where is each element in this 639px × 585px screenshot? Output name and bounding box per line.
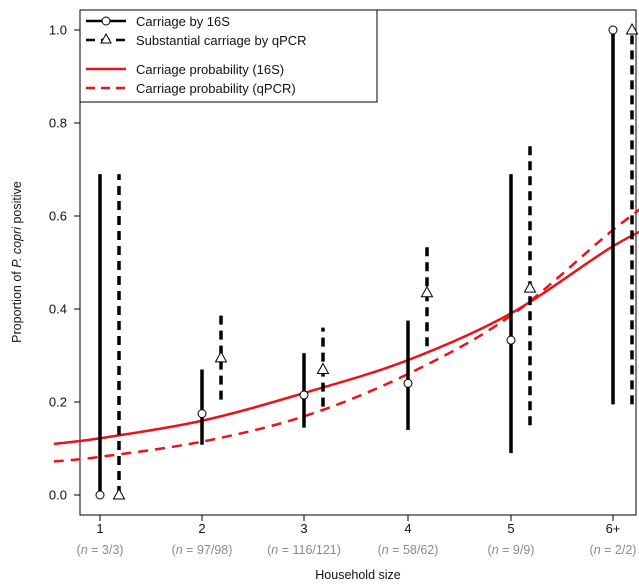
y-tick-label: 0.0 <box>49 488 67 503</box>
legend-entry-fit-16s: Carriage probability (16S) <box>86 62 284 77</box>
point-16s <box>197 409 207 419</box>
x-n-count: = 3/3) <box>88 543 124 557</box>
x-n-count: = 116/121) <box>278 543 341 557</box>
x-tick-label: 6+ <box>606 521 621 536</box>
point-qpcr <box>420 285 434 298</box>
x-n-symbol: n <box>382 543 389 557</box>
fit-curve-qpcr <box>53 208 639 463</box>
point-16s <box>506 335 516 345</box>
legend-triangle-marker <box>100 32 112 44</box>
legend-label-fit-16s: Carriage probability (16S) <box>136 62 284 77</box>
x-n-label: (n = 58/62) <box>378 543 439 557</box>
y-axis-title-prefix: Proportion of <box>10 268 24 343</box>
x-tick-label: 3 <box>300 521 307 536</box>
markers <box>95 22 639 500</box>
x-n-open: ( <box>488 543 493 557</box>
point-qpcr <box>625 22 639 35</box>
x-n-label: (n = 97/98) <box>172 543 233 557</box>
y-axis-title: Proportion of P. copri positive <box>10 181 24 343</box>
x-n-symbol: n <box>271 543 278 557</box>
x-axis-title: Household size <box>315 568 401 582</box>
fit-lines <box>53 208 639 463</box>
x-tick-label: 1 <box>96 521 103 536</box>
x-tick-label: 5 <box>507 521 514 536</box>
y-axis: 0.0 0.2 0.4 0.6 0.8 1.0 <box>49 23 80 503</box>
x-n-label: (n = 116/121) <box>267 543 341 557</box>
x-n-open: ( <box>77 543 82 557</box>
point-qpcr <box>316 362 330 374</box>
point-16s <box>299 390 309 400</box>
y-tick-label: 1.0 <box>49 23 67 38</box>
x-n-count: = 9/9) <box>499 543 535 557</box>
x-n-symbol: n <box>176 543 183 557</box>
point-qpcr <box>523 281 537 293</box>
y-tick-label: 0.6 <box>49 209 67 224</box>
x-tick-label: 2 <box>198 521 205 536</box>
legend-entry-16s: Carriage by 16S <box>86 14 230 29</box>
point-16s <box>403 378 413 388</box>
point-qpcr <box>214 350 228 363</box>
legend-entry-fit-qpcr: Carriage probability (qPCR) <box>86 81 296 96</box>
y-tick-label: 0.4 <box>49 302 67 317</box>
y-axis-title-species: P. copri <box>10 226 24 268</box>
x-n-symbol: n <box>81 543 88 557</box>
x-tick-label: 4 <box>404 521 411 536</box>
point-16s <box>608 25 618 35</box>
y-axis-title-suffix: positive <box>10 181 24 227</box>
x-n-open: ( <box>172 543 177 557</box>
x-n-label: (n = 3/3) <box>77 543 124 557</box>
point-16s <box>95 490 105 500</box>
point-qpcr <box>112 487 126 500</box>
x-n-open: ( <box>590 543 595 557</box>
x-n-symbol: n <box>492 543 499 557</box>
x-n-count: = 97/98) <box>183 543 233 557</box>
y-tick-label: 0.2 <box>49 395 67 410</box>
x-n-symbol: n <box>594 543 601 557</box>
x-n-open: ( <box>378 543 383 557</box>
x-n-label: (n = 2/2) <box>590 543 637 557</box>
legend-entry-qpcr: Substantial carriage by qPCR <box>86 32 307 48</box>
legend: Carriage by 16S Substantial carriage by … <box>79 9 378 103</box>
x-n-label: (n = 9/9) <box>488 543 535 557</box>
legend-label-qpcr: Substantial carriage by qPCR <box>136 33 307 48</box>
x-n-open: ( <box>267 543 272 557</box>
legend-label-fit-qpcr: Carriage probability (qPCR) <box>136 81 296 96</box>
x-axis: 1(n = 3/3)2(n = 97/98)3(n = 116/121)4(n … <box>77 515 637 557</box>
legend-label-16s: Carriage by 16S <box>136 14 230 29</box>
x-n-count: = 2/2) <box>601 543 637 557</box>
legend-box <box>79 9 378 103</box>
x-n-count: = 58/62) <box>389 543 439 557</box>
fit-curve-16s <box>53 230 639 446</box>
y-tick-label: 0.8 <box>49 116 67 131</box>
legend-circle-marker <box>101 16 111 26</box>
